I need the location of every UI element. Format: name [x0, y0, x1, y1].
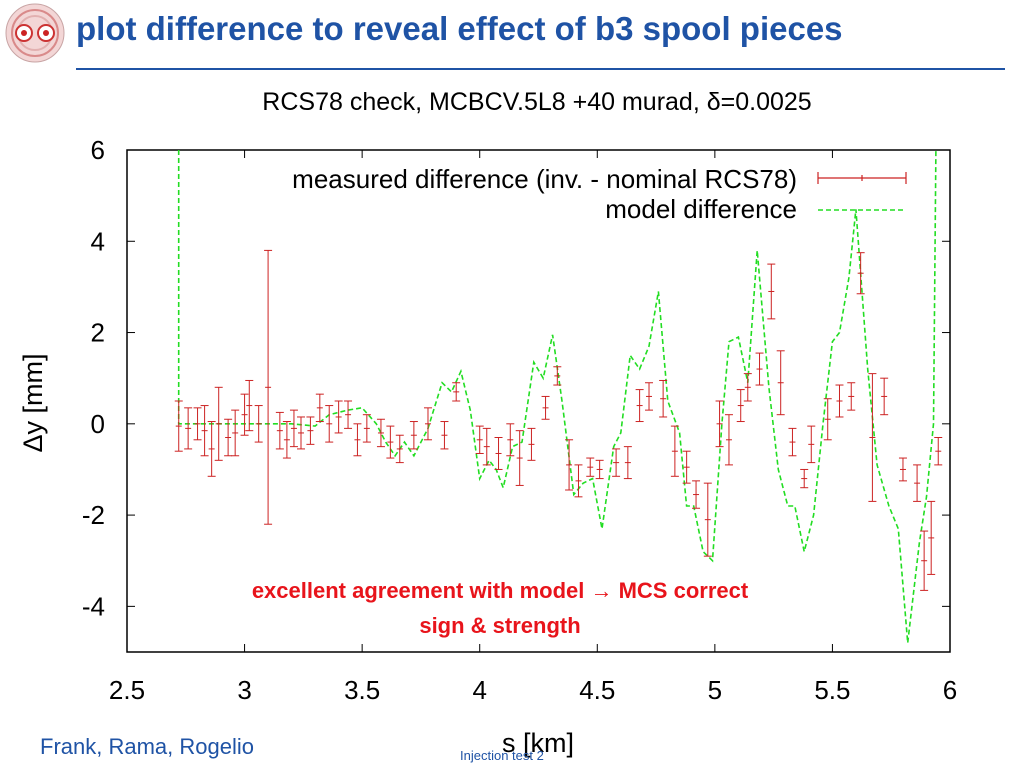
slide-title: plot difference to reveal effect of b3 s… — [76, 10, 843, 47]
y-tick-label: 6 — [91, 135, 105, 165]
annotation-line-2: sign & strength — [419, 613, 581, 638]
x-tick-label: 4 — [472, 675, 486, 705]
y-axis-label: Δy [mm] — [18, 353, 48, 452]
x-tick-label: 4.5 — [579, 675, 615, 705]
y-tick-label: 2 — [91, 318, 105, 348]
x-tick-label: 6 — [943, 675, 957, 705]
y-tick-label: -4 — [82, 591, 105, 621]
x-tick-label: 5.5 — [814, 675, 850, 705]
legend-label-model: model difference — [605, 194, 797, 224]
x-tick-label: 5 — [708, 675, 722, 705]
plot-frame — [126, 149, 951, 653]
legend-label-measured: measured difference (inv. - nominal RCS7… — [292, 164, 797, 194]
model-difference-line — [177, 150, 937, 643]
chart-title: RCS78 check, MCBCV.5L8 +40 murad, δ=0.00… — [262, 88, 811, 116]
x-tick-label: 3 — [237, 675, 251, 705]
authors: Frank, Rama, Rogelio — [40, 734, 254, 759]
x-tick-label: 3.5 — [344, 675, 380, 705]
x-tick-label: 2.5 — [109, 675, 145, 705]
y-tick-label: 0 — [91, 409, 105, 439]
title-divider — [76, 68, 1005, 70]
y-tick-label: 4 — [91, 226, 105, 256]
lhc-magnet-logo-icon — [5, 3, 65, 63]
annotation-line-1: excellent agreement with model → MCS cor… — [251, 578, 749, 603]
footer-note: Injection test 2 — [460, 748, 544, 763]
x-axis-label: s [km] — [502, 728, 574, 758]
y-tick-label: -2 — [82, 500, 105, 530]
